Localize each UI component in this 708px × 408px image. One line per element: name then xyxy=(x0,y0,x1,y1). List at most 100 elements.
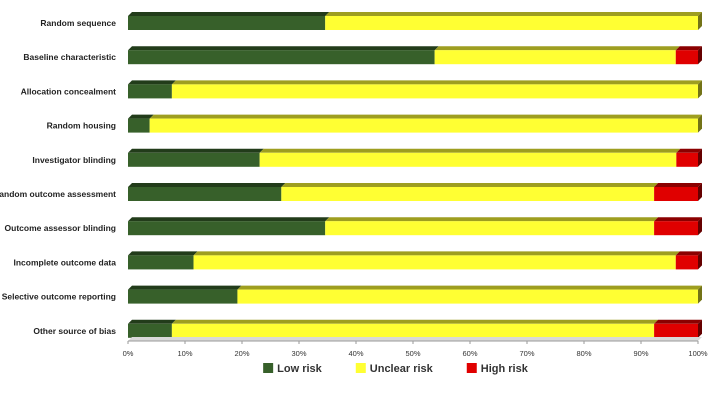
bar-top-unclear-risk-outcome-assessor-blinding xyxy=(325,217,659,222)
category-label-investigator-blinding: Investigator blinding xyxy=(32,155,116,165)
x-tick-label-4: 40% xyxy=(348,349,363,358)
bar-row-outcome-assessor-blinding xyxy=(128,217,702,236)
legend-label-high-risk: High risk xyxy=(481,363,529,375)
bar-low-risk-other-source-of-bias xyxy=(128,319,176,338)
x-tick-label-2: 20% xyxy=(234,349,249,358)
bar-face-unclear-risk-random-sequence xyxy=(325,16,698,30)
bar-low-risk-baseline-characteristic xyxy=(128,46,439,65)
category-label-random-housing: Random housing xyxy=(47,121,116,131)
legend-item-low-risk: Low risk xyxy=(263,363,323,375)
bar-row-allocation-concealment xyxy=(128,80,702,99)
bar-top-unclear-risk-random-outcome-assessment xyxy=(281,183,659,187)
bar-face-low-risk-baseline-characteristic xyxy=(128,50,435,65)
bar-high-risk-other-source-of-bias xyxy=(654,319,702,338)
bar-face-unclear-risk-incomplete-outcome-data xyxy=(193,255,676,270)
bar-face-low-risk-random-sequence xyxy=(128,16,326,30)
bar-face-low-risk-allocation-concealment xyxy=(128,84,172,99)
bar-top-high-risk-baseline-characteristic xyxy=(675,46,702,51)
bars xyxy=(128,12,702,338)
bar-low-risk-investigator-blinding xyxy=(128,148,264,167)
bar-face-unclear-risk-allocation-concealment xyxy=(171,84,698,99)
bar-side-random-housing xyxy=(698,114,702,133)
x-tick-label-1: 10% xyxy=(177,349,192,358)
bar-face-low-risk-investigator-blinding xyxy=(128,152,260,167)
x-tick-label-7: 70% xyxy=(519,349,534,358)
bar-top-unclear-risk-baseline-characteristic xyxy=(434,46,680,51)
bar-side-outcome-assessor-blinding xyxy=(698,217,702,236)
bar-unclear-risk-other-source-of-bias xyxy=(171,319,659,338)
bar-top-low-risk-investigator-blinding xyxy=(128,148,264,153)
bar-face-unclear-risk-baseline-characteristic xyxy=(434,50,676,65)
bar-top-unclear-risk-investigator-blinding xyxy=(259,148,681,153)
bar-top-low-risk-random-housing xyxy=(128,114,154,119)
bar-side-random-sequence xyxy=(698,12,702,30)
category-label-baseline-characteristic: Baseline characteristic xyxy=(23,52,116,62)
bar-low-risk-allocation-concealment xyxy=(128,80,176,99)
bar-low-risk-random-housing xyxy=(128,114,154,133)
bar-side-random-outcome-assessment xyxy=(698,183,702,201)
bar-top-high-risk-other-source-of-bias xyxy=(654,319,702,324)
bar-side-other-source-of-bias xyxy=(698,319,702,338)
x-tick-label-10: 100% xyxy=(688,349,708,358)
legend-label-low-risk: Low risk xyxy=(277,363,323,375)
bar-face-high-risk-incomplete-outcome-data xyxy=(675,255,698,270)
category-label-random-sequence: Random sequence xyxy=(40,18,116,28)
x-tick-label-9: 90% xyxy=(633,349,648,358)
bar-face-unclear-risk-random-housing xyxy=(149,118,698,133)
bar-face-unclear-risk-random-outcome-assessment xyxy=(281,187,655,201)
bar-face-low-risk-outcome-assessor-blinding xyxy=(128,221,326,236)
bar-top-low-risk-random-sequence xyxy=(128,12,330,16)
bar-top-low-risk-allocation-concealment xyxy=(128,80,176,85)
bar-face-low-risk-incomplete-outcome-data xyxy=(128,255,194,270)
category-label-outcome-assessor-blinding: Outcome assessor blinding xyxy=(5,223,116,233)
bar-top-high-risk-investigator-blinding xyxy=(676,148,702,153)
bar-side-baseline-characteristic xyxy=(698,46,702,65)
bar-low-risk-incomplete-outcome-data xyxy=(128,251,198,270)
bar-row-incomplete-outcome-data xyxy=(128,251,702,270)
bar-face-high-risk-baseline-characteristic xyxy=(675,50,698,65)
bar-row-selective-outcome-reporting xyxy=(128,285,702,304)
legend-item-high-risk: High risk xyxy=(466,363,529,375)
category-labels: Random sequence Baseline characteristic Al… xyxy=(0,18,116,336)
bar-face-low-risk-selective-outcome-reporting xyxy=(128,289,238,304)
x-tick-label-6: 60% xyxy=(462,349,477,358)
bar-top-unclear-risk-random-housing xyxy=(149,114,702,119)
bar-side-investigator-blinding xyxy=(698,148,702,167)
x-tick-label-5: 50% xyxy=(405,349,420,358)
bar-top-unclear-risk-selective-outcome-reporting xyxy=(237,285,702,290)
bar-face-high-risk-investigator-blinding xyxy=(676,152,698,167)
bar-top-unclear-risk-allocation-concealment xyxy=(171,80,702,85)
bar-row-random-outcome-assessment xyxy=(128,183,702,201)
bar-low-risk-random-sequence xyxy=(128,12,330,30)
category-label-selective-outcome-reporting: Selective outcome reporting xyxy=(2,292,116,302)
x-tick-label-0: 0% xyxy=(123,349,134,358)
bar-top-high-risk-outcome-assessor-blinding xyxy=(654,217,702,222)
category-label-other-source-of-bias: Other source of bias xyxy=(33,326,116,336)
axis-floor xyxy=(128,337,702,341)
bar-top-low-risk-incomplete-outcome-data xyxy=(128,251,198,256)
bar-low-risk-outcome-assessor-blinding xyxy=(128,217,330,236)
bar-face-unclear-risk-investigator-blinding xyxy=(259,152,677,167)
bar-high-risk-incomplete-outcome-data xyxy=(675,251,702,270)
legend-swatch-low-risk xyxy=(263,363,274,373)
bar-top-unclear-risk-random-sequence xyxy=(325,12,702,16)
bar-face-unclear-risk-selective-outcome-reporting xyxy=(237,289,698,304)
bar-unclear-risk-selective-outcome-reporting xyxy=(237,285,702,304)
bar-side-selective-outcome-reporting xyxy=(698,285,702,304)
legend-swatch-unclear-risk xyxy=(355,363,366,373)
bar-top-low-risk-other-source-of-bias xyxy=(128,319,176,324)
bar-face-low-risk-random-housing xyxy=(128,118,150,133)
bar-unclear-risk-outcome-assessor-blinding xyxy=(325,217,659,236)
bar-row-random-housing xyxy=(128,114,702,133)
bar-top-high-risk-incomplete-outcome-data xyxy=(675,251,702,256)
legend: Low risk Unclear risk High risk xyxy=(263,363,529,375)
bar-row-investigator-blinding xyxy=(128,148,702,167)
bar-unclear-risk-incomplete-outcome-data xyxy=(193,251,680,270)
bar-top-low-risk-random-outcome-assessment xyxy=(128,183,286,187)
category-label-allocation-concealment: Allocation concealment xyxy=(21,86,117,96)
bar-row-other-source-of-bias xyxy=(128,319,702,338)
bar-face-unclear-risk-other-source-of-bias xyxy=(171,323,655,338)
bar-face-high-risk-random-outcome-assessment xyxy=(654,187,698,201)
